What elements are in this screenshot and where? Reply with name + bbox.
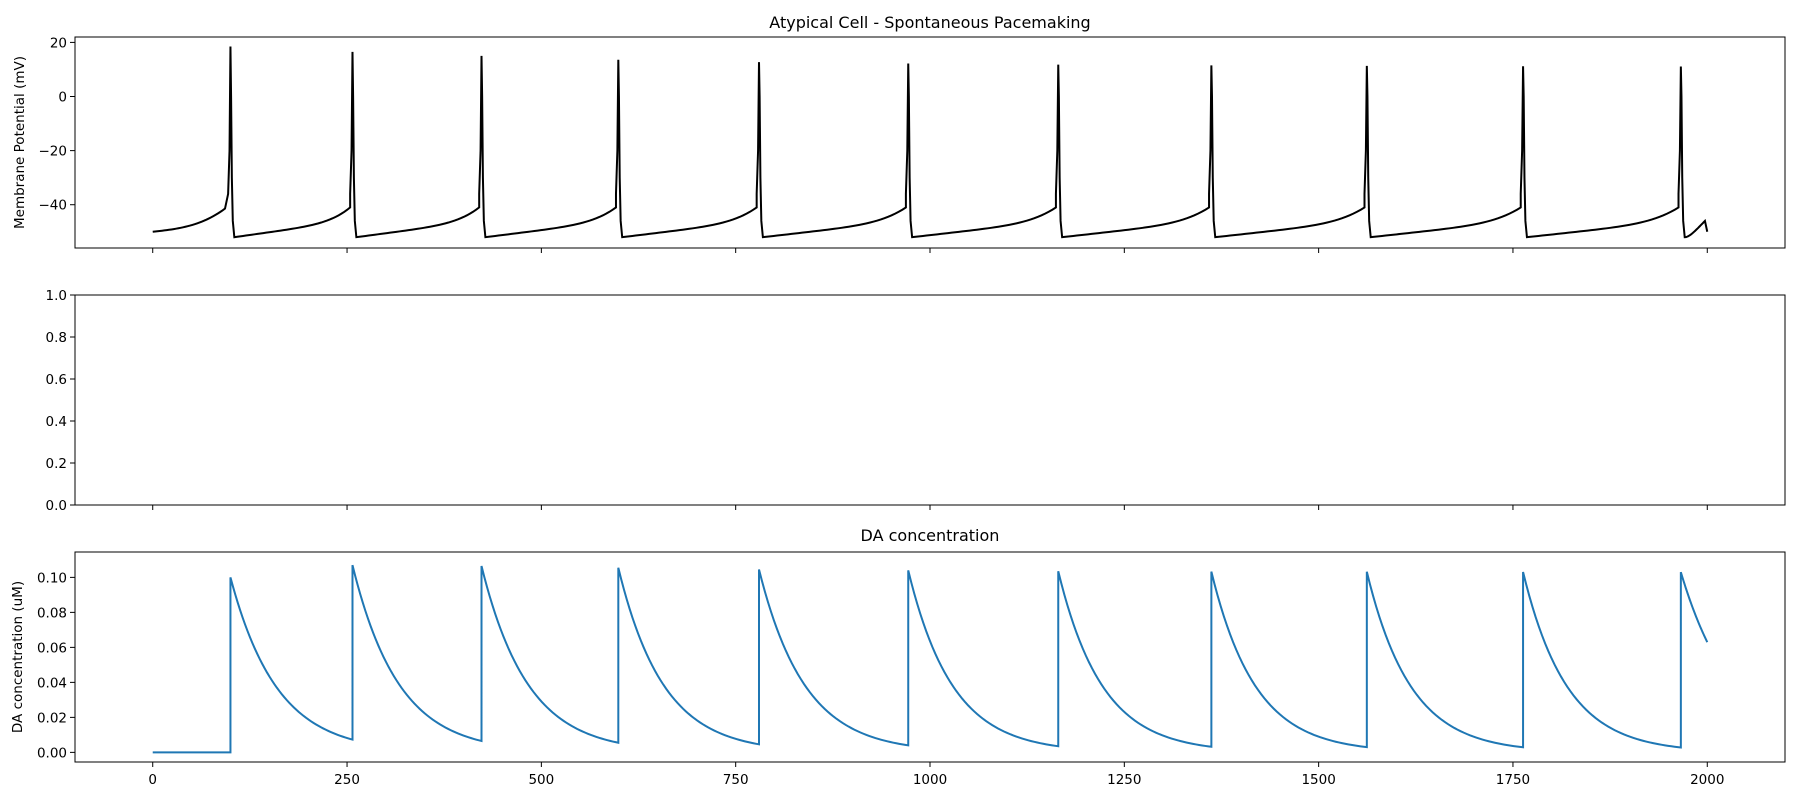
axes-frame bbox=[74, 36, 1786, 249]
y-tick-label: 1.0 bbox=[46, 288, 67, 304]
x-tick-label: 1000 bbox=[913, 772, 947, 788]
y-ticks: 0.00 0.02 0.04 0.06 0.08 0.10 bbox=[37, 570, 75, 761]
x-tick-label: 250 bbox=[334, 772, 360, 788]
membrane-potential-panel: Atypical Cell - Spontaneous Pacemaking −… bbox=[12, 13, 1786, 253]
da-concentration-panel: DA concentration 0.00 0.02 0.04 0.06 0.08 0.1… bbox=[10, 526, 1786, 788]
x-ticks: 0 250 500 750 1000 1250 1500 1750 2000 bbox=[148, 762, 1724, 788]
y-tick-label: 20 bbox=[50, 35, 67, 51]
panel-title: DA concentration bbox=[861, 526, 1000, 545]
y-tick-label: 0.4 bbox=[46, 414, 67, 430]
x-tick-label: 750 bbox=[723, 772, 749, 788]
y-tick-label: 0.2 bbox=[46, 456, 67, 472]
y-tick-label: 0.06 bbox=[37, 640, 67, 656]
y-tick-label: 0.00 bbox=[37, 745, 67, 761]
x-tick-label: 500 bbox=[528, 772, 554, 788]
empty-panel: 0.0 0.2 0.4 0.6 0.8 1.0 bbox=[46, 288, 1786, 514]
y-tick-label: 0.02 bbox=[37, 710, 67, 726]
y-tick-label: 0.04 bbox=[37, 675, 67, 691]
y-tick-label: 0 bbox=[58, 90, 67, 106]
panel-title: Atypical Cell - Spontaneous Pacemaking bbox=[769, 13, 1090, 32]
membrane-potential-trace bbox=[152, 46, 1709, 239]
axes-frame bbox=[74, 294, 1786, 506]
x-tick-label: 1750 bbox=[1496, 772, 1530, 788]
y-axis-label: Membrane Potential (mV) bbox=[12, 56, 28, 229]
y-ticks: 0.0 0.2 0.4 0.6 0.8 1.0 bbox=[46, 288, 75, 514]
x-tick-label: 1500 bbox=[1301, 772, 1335, 788]
axes-frame bbox=[74, 551, 1786, 763]
y-tick-label: 0.8 bbox=[46, 330, 67, 346]
y-tick-label: −20 bbox=[39, 144, 68, 160]
y-tick-label: 0.08 bbox=[37, 605, 67, 621]
x-ticks bbox=[152, 505, 1708, 510]
y-tick-label: −40 bbox=[39, 198, 68, 214]
y-tick-label: 0.10 bbox=[37, 570, 67, 586]
x-tick-label: 0 bbox=[148, 772, 157, 788]
y-tick-label: 0.0 bbox=[46, 498, 67, 514]
da-concentration-trace bbox=[152, 564, 1709, 754]
x-tick-label: 1250 bbox=[1107, 772, 1141, 788]
x-ticks bbox=[152, 248, 1708, 253]
x-tick-label: 2000 bbox=[1690, 772, 1724, 788]
y-axis-label: DA concentration (uM) bbox=[10, 581, 26, 733]
y-ticks: −40 −20 0 20 bbox=[39, 35, 75, 214]
y-tick-label: 0.6 bbox=[46, 372, 67, 388]
